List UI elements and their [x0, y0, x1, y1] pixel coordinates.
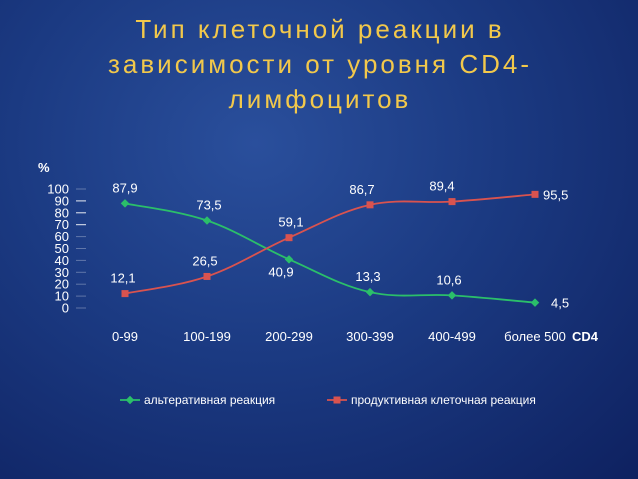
y-tick-label: 60	[55, 229, 69, 244]
data-label: 13,3	[355, 269, 380, 284]
data-point-alterative	[284, 255, 294, 264]
data-point-productive	[531, 190, 539, 198]
data-point-productive	[203, 272, 211, 280]
slide-title: Тип клеточной реакции в зависимости от у…	[107, 14, 533, 114]
data-label: 89,4	[429, 179, 454, 194]
y-tick-label: 50	[55, 241, 69, 256]
x-tick-label: 300-399	[346, 329, 394, 344]
y-tick-label: 30	[55, 265, 69, 280]
legend-marker	[125, 395, 135, 405]
data-label: 59,1	[278, 215, 303, 230]
data-label: 73,5	[196, 198, 221, 213]
data-point-productive	[285, 234, 293, 242]
series-line-alterative	[124, 202, 536, 304]
y-tick-label: 100	[47, 182, 69, 197]
x-tick-label: 0-99	[112, 329, 138, 344]
y-tick-label: 10	[55, 289, 69, 304]
series-line-productive	[124, 193, 536, 295]
data-label: 12,1	[110, 271, 135, 286]
data-point-productive	[121, 290, 129, 298]
data-point-productive	[448, 198, 456, 206]
y-axis-label: %	[38, 160, 50, 175]
x-axis-label: CD4	[572, 329, 599, 344]
data-point-productive	[366, 201, 374, 209]
y-tick-label: 0	[62, 301, 69, 316]
y-tick-label: 90	[55, 193, 69, 208]
y-tick-label: 20	[55, 277, 69, 292]
data-label: 40,9	[268, 264, 293, 279]
data-label: 87,9	[112, 180, 137, 195]
data-point-alterative	[202, 216, 212, 225]
x-tick-label: 200-299	[265, 329, 313, 344]
data-point-alterative	[530, 298, 540, 307]
x-tick-label: более 500	[504, 329, 566, 344]
legend-marker	[333, 396, 341, 404]
x-tick-label: 100-199	[183, 329, 231, 344]
data-label: 10,6	[436, 272, 461, 287]
data-label: 95,5	[543, 187, 568, 202]
data-label: 26,5	[192, 253, 217, 268]
y-tick-label: 80	[55, 205, 69, 220]
x-tick-label: 400-499	[428, 329, 476, 344]
legend-label: продуктивная клеточная реакция	[351, 393, 536, 407]
y-tick-label: 40	[55, 253, 69, 268]
data-label: 4,5	[551, 296, 569, 311]
data-label: 86,7	[349, 182, 374, 197]
data-point-alterative	[447, 291, 457, 300]
data-point-alterative	[120, 199, 130, 208]
data-point-alterative	[365, 287, 375, 297]
y-tick-label: 70	[55, 217, 69, 232]
legend-label: альтеративная реакция	[144, 393, 275, 407]
